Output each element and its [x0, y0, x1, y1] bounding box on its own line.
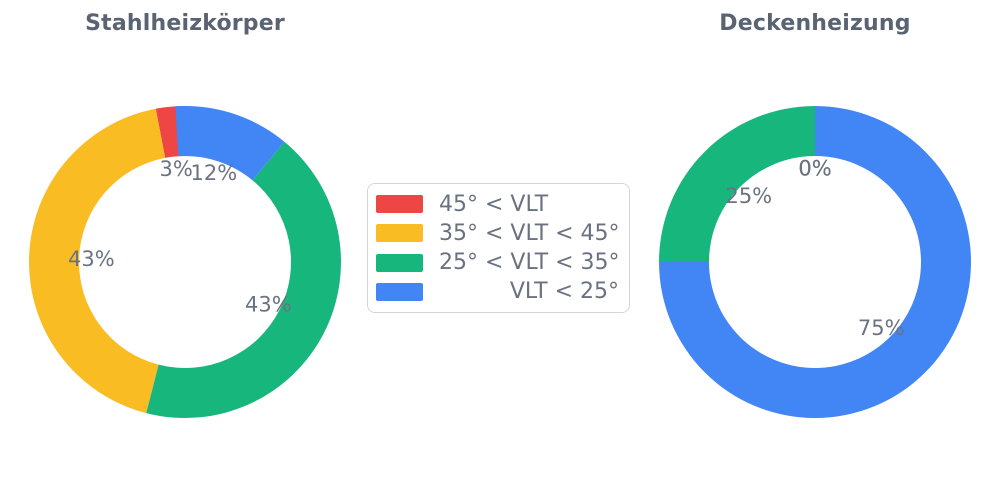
legend-label: 45° < VLT	[439, 191, 549, 217]
donut-slice	[659, 106, 815, 262]
legend-swatch-yellow	[376, 224, 423, 243]
percent-label: 43%	[68, 247, 115, 271]
legend-item-25-vlt-35: 25° < VLT < 35°	[376, 249, 620, 277]
donut-slice	[175, 106, 285, 181]
legend-swatch-green	[376, 253, 423, 272]
legend-item-vlt-lt-25: VLT < 25°	[376, 278, 619, 306]
donut-slice	[146, 141, 341, 418]
donut-slice	[28, 108, 166, 414]
legend-label: VLT < 25°	[509, 279, 619, 305]
donut-chart-stahlheizkoerper: 3% 43% 43% 12%	[28, 106, 341, 418]
percent-label: 3%	[160, 157, 193, 181]
legend-item-45-lt-vlt: 45° < VLT	[376, 190, 619, 218]
legend-swatch-blue	[376, 282, 423, 301]
percent-label: 25%	[725, 184, 772, 208]
percent-label: 0%	[798, 156, 831, 180]
legend-label: 25° < VLT < 35°	[439, 250, 620, 276]
percent-label: 43%	[245, 293, 292, 317]
legend-label: 35° < VLT < 45°	[439, 220, 620, 246]
legend-box: 45° < VLT 35° < VLT < 45° 25° < VLT < 35…	[367, 183, 630, 313]
chart-title-deckenheizung: Deckenheizung	[719, 11, 911, 36]
legend-swatch-red	[376, 195, 423, 213]
legend-item-35-vlt-45: 35° < VLT < 45°	[376, 219, 620, 247]
percent-label: 0%	[798, 156, 831, 180]
percent-label: 12%	[191, 161, 238, 185]
donut-chart-deckenheizung: 0%0%25%75%	[659, 106, 971, 418]
percent-label: 75%	[858, 316, 905, 340]
chart-title-stahlheizkoerper: Stahlheizkörper	[85, 11, 285, 36]
donut-slice	[659, 106, 971, 418]
